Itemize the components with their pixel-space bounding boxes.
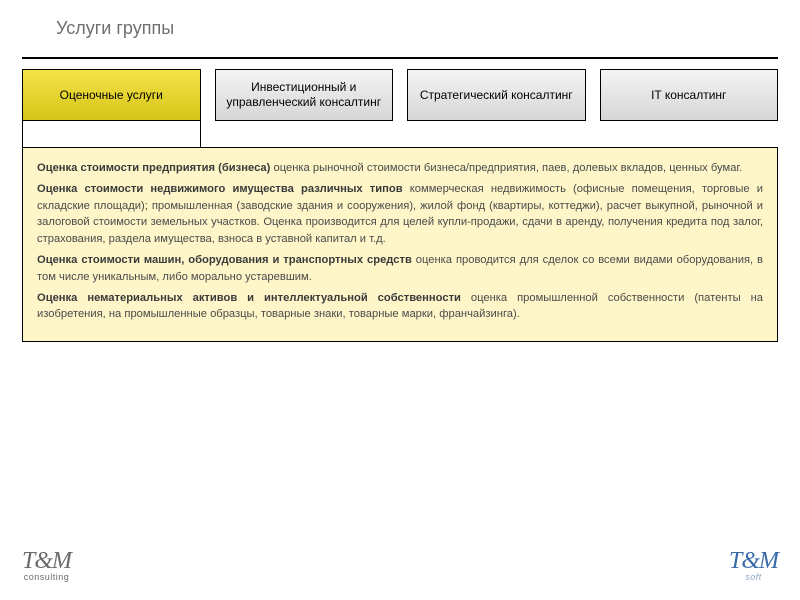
logo-main-text: T&M xyxy=(22,552,71,571)
tab-label: IT консалтинг xyxy=(651,88,726,103)
paragraph-business-valuation: Оценка стоимости предприятия (бизнеса) о… xyxy=(37,160,763,177)
page-title: Услуги группы xyxy=(56,18,782,39)
tab-strategic-consulting[interactable]: Стратегический консалтинг xyxy=(407,69,586,121)
divider-line xyxy=(22,57,778,59)
logo-soft: T&M soft xyxy=(729,552,778,582)
logo-main-text: T&M xyxy=(729,552,778,571)
logo-sub-text: consulting xyxy=(24,572,70,582)
tab-label: Стратегический консалтинг xyxy=(420,88,573,103)
logo-letters: T&M xyxy=(22,548,71,574)
paragraph-bold: Оценка стоимости машин, оборудования и т… xyxy=(37,254,412,266)
paragraph-intangibles: Оценка нематериальных активов и интеллек… xyxy=(37,290,763,324)
content-panel: Оценка стоимости предприятия (бизнеса) о… xyxy=(22,147,778,342)
logo-letters: T&M xyxy=(729,548,778,574)
paragraph-bold: Оценка нематериальных активов и интеллек… xyxy=(37,292,461,304)
tab-investment-consulting[interactable]: Инвестиционный и управленческий консалти… xyxy=(215,69,394,121)
tab-it-consulting[interactable]: IT консалтинг xyxy=(600,69,779,121)
paragraph-text: оценка рыночной стоимости бизнеса/предпр… xyxy=(270,162,742,174)
paragraph-real-estate: Оценка стоимости недвижимого имущества р… xyxy=(37,181,763,248)
logo-sub-text: soft xyxy=(745,572,762,582)
connector-line-left xyxy=(22,121,23,147)
slide: Услуги группы Оценочные услуги Инвестици… xyxy=(0,0,800,600)
paragraph-machinery: Оценка стоимости машин, оборудования и т… xyxy=(37,252,763,286)
tab-valuation-services[interactable]: Оценочные услуги xyxy=(22,69,201,121)
connector-line-right xyxy=(200,121,201,147)
paragraph-bold: Оценка стоимости недвижимого имущества р… xyxy=(37,183,403,195)
tabs-row: Оценочные услуги Инвестиционный и управл… xyxy=(18,69,782,121)
tab-label: Инвестиционный и управленческий консалти… xyxy=(222,80,387,110)
paragraph-bold: Оценка стоимости предприятия (бизнеса) xyxy=(37,162,270,174)
tab-label: Оценочные услуги xyxy=(60,88,163,103)
footer: T&M consulting T&M soft xyxy=(0,552,800,582)
logo-consulting: T&M consulting xyxy=(22,552,71,582)
tab-connector xyxy=(22,121,778,147)
